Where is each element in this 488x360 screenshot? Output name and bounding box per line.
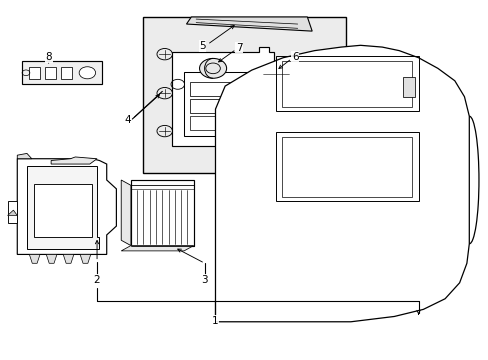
Bar [190,116,223,130]
Circle shape [79,67,95,79]
Polygon shape [51,157,97,164]
Polygon shape [215,45,468,322]
Polygon shape [17,153,32,159]
Polygon shape [8,201,17,222]
Bar [34,184,92,237]
Bar [183,72,259,136]
Polygon shape [63,255,74,263]
Bar [275,132,418,201]
Text: 2: 2 [94,275,100,285]
Polygon shape [80,255,91,263]
Polygon shape [121,246,193,251]
Bar [22,61,102,84]
Text: 3: 3 [201,275,208,285]
Bar [275,56,418,111]
Bar [190,99,252,113]
Polygon shape [46,255,57,263]
Bar [282,137,411,197]
Text: 7: 7 [235,43,242,53]
Circle shape [266,71,284,84]
Bar [282,60,411,107]
Polygon shape [121,180,131,246]
Bar [190,82,252,96]
Polygon shape [186,17,311,31]
Circle shape [199,58,226,78]
Bar [45,67,56,79]
Text: 1: 1 [212,316,218,326]
Polygon shape [8,210,17,215]
Text: 6: 6 [291,51,298,62]
Bar [142,17,346,173]
Bar [29,67,40,79]
Text: 4: 4 [124,116,131,125]
Text: 5: 5 [199,41,205,51]
Bar [61,67,72,79]
Polygon shape [131,180,193,246]
Polygon shape [17,159,116,255]
Bar [263,67,288,88]
Polygon shape [29,255,40,263]
Text: 8: 8 [45,52,52,62]
Bar [402,77,414,97]
Polygon shape [172,47,273,146]
Polygon shape [27,166,99,249]
